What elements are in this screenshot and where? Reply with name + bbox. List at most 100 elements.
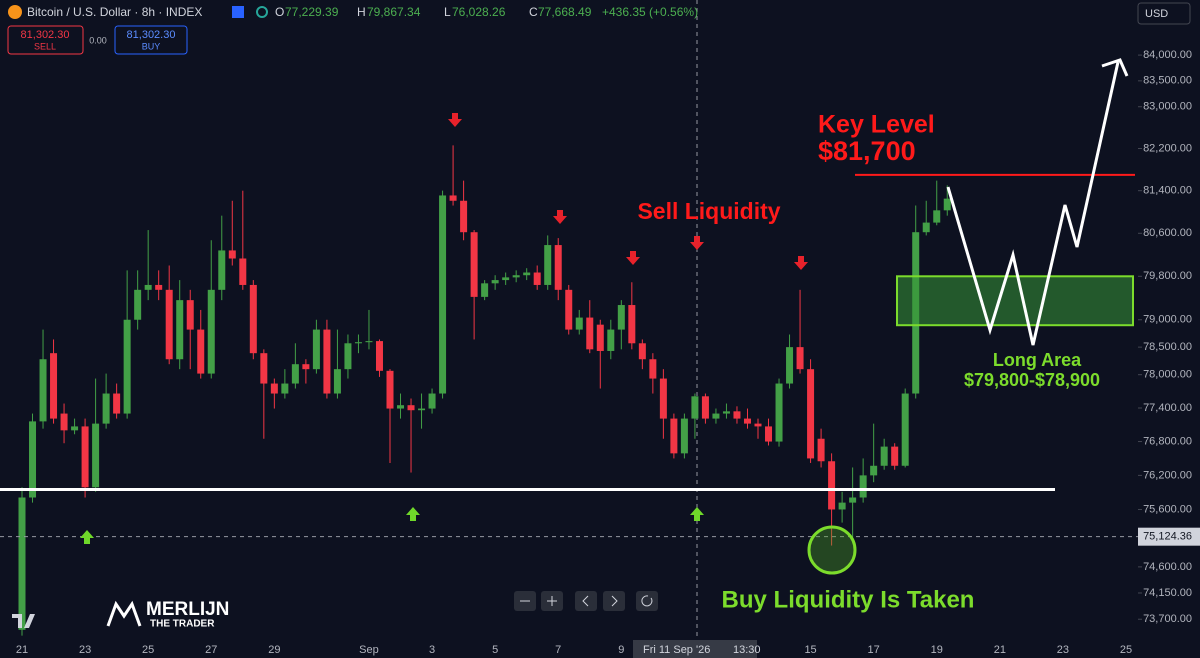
candle-body xyxy=(786,347,794,384)
sell-label: SELL xyxy=(34,41,56,51)
icon xyxy=(582,595,589,607)
x-tick-label: 3 xyxy=(429,644,435,656)
flag-icon[interactable] xyxy=(232,6,244,18)
candle-body xyxy=(754,423,762,427)
candle-body xyxy=(722,411,730,414)
candle-body xyxy=(512,275,520,278)
y-tick-label: 81,400.00 xyxy=(1143,185,1192,197)
y-tick-label: 82,200.00 xyxy=(1143,142,1192,154)
candle-body xyxy=(155,284,163,290)
sell-arrow xyxy=(690,236,704,250)
candle-body xyxy=(71,426,79,431)
candle-body xyxy=(60,413,68,431)
ohlc-key: O xyxy=(275,5,284,19)
candle-body xyxy=(565,289,573,330)
y-tick-label: 77,400.00 xyxy=(1143,402,1192,414)
y-tick-label: 79,000.00 xyxy=(1143,314,1192,326)
candle-body xyxy=(617,305,625,330)
key-level-title: Key Level xyxy=(818,111,935,139)
candle-body xyxy=(123,319,131,414)
crosshair-time: 13:30 xyxy=(733,644,761,656)
ohlc-value: 77,229.39 xyxy=(285,5,339,19)
candle-body xyxy=(460,200,468,233)
candle-body xyxy=(596,324,604,351)
btc-icon xyxy=(8,5,22,19)
sell-button[interactable] xyxy=(7,25,84,55)
price-tag xyxy=(1138,527,1200,546)
scroll-right[interactable] xyxy=(603,591,625,611)
candle-body xyxy=(743,418,751,424)
candle-body xyxy=(765,426,773,442)
candle-body xyxy=(228,250,236,259)
candle-body xyxy=(397,405,405,409)
candle-body xyxy=(870,465,878,476)
candle-body xyxy=(312,329,320,370)
icon xyxy=(547,596,557,606)
sell-arrow xyxy=(553,210,567,224)
x-tick-label: 29 xyxy=(268,644,280,656)
icon xyxy=(611,595,618,607)
change: +436.35 (+0.56%) xyxy=(602,5,698,19)
x-tick-label: 9 xyxy=(618,644,624,656)
candle-body xyxy=(891,446,899,466)
candle-body xyxy=(828,461,836,510)
candle-body xyxy=(249,284,257,354)
candle-body xyxy=(260,353,268,384)
candle-body xyxy=(81,426,89,488)
key-level-label: $81,700 xyxy=(818,136,916,166)
candle-body xyxy=(849,497,857,503)
x-tick-label: 21 xyxy=(994,644,1006,656)
y-tick-label: 74,150.00 xyxy=(1143,587,1192,599)
reset[interactable] xyxy=(636,591,658,611)
x-tick-label: 23 xyxy=(1057,644,1069,656)
candle-body xyxy=(239,258,247,285)
candle-body xyxy=(607,329,615,351)
candle-body xyxy=(449,195,457,201)
buy-arrow xyxy=(406,507,420,521)
y-tick-label: 84,000.00 xyxy=(1143,49,1192,61)
y-tick-label: 79,800.00 xyxy=(1143,270,1192,282)
y-tick-label: 75,600.00 xyxy=(1143,503,1192,515)
y-tick-label: 74,600.00 xyxy=(1143,561,1192,573)
liquidity-circle xyxy=(807,525,857,575)
candle-body xyxy=(386,370,394,409)
candle-body xyxy=(102,393,110,424)
y-tick-label: 83,000.00 xyxy=(1143,101,1192,113)
candle-body xyxy=(933,210,941,223)
buy-arrow xyxy=(690,507,704,521)
buy-liquidity: Buy Liquidity Is Taken xyxy=(722,586,975,613)
candle-body xyxy=(29,421,37,498)
candle-body xyxy=(554,245,562,290)
long-area xyxy=(896,275,1134,327)
x-tick-label: 15 xyxy=(804,644,816,656)
x-tick-label: 5 xyxy=(492,644,498,656)
candle-body xyxy=(575,317,583,330)
x-tick-label: 19 xyxy=(931,644,943,656)
x-tick-label: 27 xyxy=(205,644,217,656)
candle-body xyxy=(533,272,541,285)
y-tick-label: 78,500.00 xyxy=(1143,341,1192,353)
candle-body xyxy=(817,438,825,462)
x-tick-label: 17 xyxy=(868,644,880,656)
candle-body xyxy=(901,393,909,466)
annotations: 75,124.36 xyxy=(0,173,1200,546)
candle-body xyxy=(481,283,489,297)
candle-body xyxy=(39,359,47,422)
currency-button[interactable] xyxy=(1137,2,1191,25)
spread: 0.00 xyxy=(89,35,107,45)
buy-button[interactable] xyxy=(114,25,188,55)
projection-arrowhead xyxy=(1101,58,1129,77)
symbol: Bitcoin / U.S. Dollar · 8h · INDEX xyxy=(27,5,202,19)
ohlc-value: 79,867.34 xyxy=(367,5,421,19)
scroll-left[interactable] xyxy=(575,591,597,611)
logo-icon xyxy=(106,600,142,627)
candle-body xyxy=(302,364,310,370)
ohlc-value: 76,028.26 xyxy=(452,5,506,19)
candle-body xyxy=(176,300,184,360)
candle-body xyxy=(586,317,594,350)
sell-arrow xyxy=(626,251,640,265)
candle-body xyxy=(134,289,142,320)
buy-arrow xyxy=(80,530,94,544)
ohlc-key: H xyxy=(357,5,366,19)
